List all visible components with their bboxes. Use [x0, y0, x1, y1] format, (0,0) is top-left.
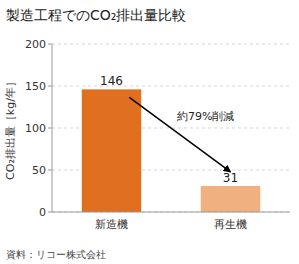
y-axis-label: CO₂排出量［kg/年］	[4, 76, 17, 180]
grid-line	[52, 86, 290, 87]
y-tick-label: 150	[25, 80, 46, 93]
y-tick-label: 50	[32, 164, 46, 177]
title: 製造工程でのCO₂排出量比較	[6, 7, 186, 23]
y-tick	[48, 170, 52, 171]
chart: 製造工程でのCO₂排出量比較 0 50 100 150 200 新造機 再生機 146 31 CO₂…	[0, 0, 299, 264]
y-tick	[48, 212, 52, 213]
grid-line	[52, 212, 290, 213]
annotation: 約79%削減	[177, 110, 234, 123]
x-axis	[52, 212, 290, 213]
y-tick-label: 100	[25, 122, 46, 135]
y-tick-label: 0	[39, 206, 46, 219]
bars	[82, 89, 261, 212]
source: 資料：リコー株式会社	[6, 249, 106, 260]
bar	[82, 89, 142, 212]
data-label: 31	[223, 171, 238, 185]
y-tick-label: 200	[25, 38, 46, 51]
bar	[201, 186, 261, 212]
x-tick-label: 再生機	[214, 218, 247, 231]
background	[0, 0, 299, 264]
y-tick	[48, 128, 52, 129]
arrow	[129, 97, 230, 172]
grid-line	[52, 44, 290, 45]
y-tick	[48, 44, 52, 45]
y-tick	[48, 86, 52, 87]
grid	[52, 44, 290, 212]
y-axis	[52, 44, 53, 212]
x-tick-label: 新造機	[95, 218, 128, 231]
data-label: 146	[100, 74, 123, 88]
